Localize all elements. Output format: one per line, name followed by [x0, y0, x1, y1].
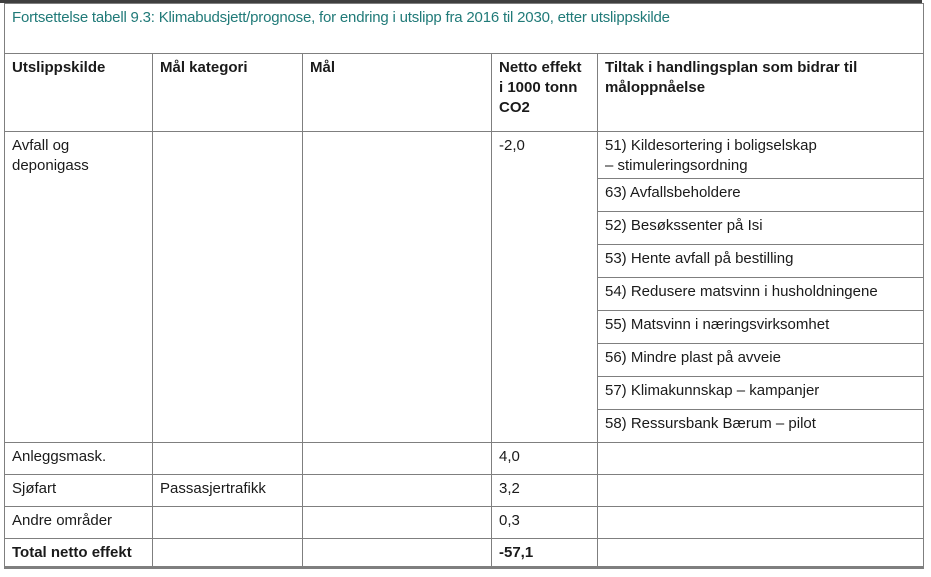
table-row-measure: 55) Matsvinn i næringsvirksomhet	[5, 309, 925, 344]
cell-category-sjofart: Passasjertrafikk	[152, 473, 303, 507]
cell-category-avfall	[152, 131, 303, 443]
cell-source-avfall: Avfall og deponigass	[4, 131, 153, 443]
cell-net-effect-andre-omrader: 0,3	[491, 505, 598, 539]
cell-measure-56: 56) Mindre plast på avveie	[596, 342, 925, 377]
cell-category-total	[152, 537, 303, 569]
table-row-sjofart: Sjøfart Passasjertrafikk 3,2	[4, 473, 925, 507]
cell-measures-sjofart	[596, 473, 925, 507]
cell-measure-53: 53) Hente avfall på bestilling	[596, 243, 925, 278]
cell-goal-anleggsmask	[302, 441, 492, 475]
cell-measure-63: 63) Avfallsbeholdere	[596, 177, 925, 212]
cell-net-effect-anleggsmask: 4,0	[491, 441, 598, 475]
table-row-total: Total netto effekt -57,1	[4, 537, 925, 569]
col-header-netto-effekt: Netto effekt i 1000 tonn CO2	[491, 53, 598, 132]
cell-measure-57: 57) Klimakunnskap – kampanjer	[596, 375, 925, 410]
cell-measure-51: 51) Kildesortering i boligselskap – stim…	[596, 131, 925, 179]
cell-measures-anleggsmask	[596, 441, 925, 475]
cell-goal-sjofart	[302, 473, 492, 507]
cell-measure-52: 52) Besøkssenter på Isi	[596, 210, 925, 245]
col-header-utslippskilde: Utslippskilde	[4, 53, 153, 132]
cell-goal-andre-omrader	[302, 505, 492, 539]
cell-goal-total	[302, 537, 492, 569]
col-header-mal: Mål	[302, 53, 492, 132]
col-header-mal-kategori: Mål kategori	[152, 53, 303, 132]
cell-category-anleggsmask	[152, 441, 303, 475]
cell-measures-total	[596, 537, 925, 569]
table-row-andre-omrader: Andre områder 0,3	[4, 505, 925, 539]
climate-budget-table: Fortsettelse tabell 9.3: Klimabudsjett/p…	[3, 3, 925, 569]
cell-source-anleggsmask: Anleggsmask.	[4, 441, 153, 475]
cell-net-effect-sjofart: 3,2	[491, 473, 598, 507]
table-row-measure: 58) Ressursbank Bærum – pilot	[5, 408, 925, 443]
cell-measure-58: 58) Ressursbank Bærum – pilot	[596, 408, 925, 443]
col-header-tiltak: Tiltak i handlingsplan som bidrar til må…	[596, 53, 925, 132]
cell-source-total: Total netto effekt	[4, 537, 153, 569]
cell-source-sjofart: Sjøfart	[4, 473, 153, 507]
cell-source-andre-omrader: Andre områder	[4, 505, 153, 539]
cell-measure-54: 54) Redusere matsvinn i husholdningene	[596, 276, 925, 311]
cell-goal-avfall	[302, 131, 492, 443]
table-title: Fortsettelse tabell 9.3: Klimabudsjett/p…	[3, 3, 925, 54]
table-row-avfall: Avfall og deponigass -2,0 51) Kildesorte…	[4, 131, 925, 443]
cell-measure-55: 55) Matsvinn i næringsvirksomhet	[596, 309, 925, 344]
table-row-measure: 52) Besøkssenter på Isi	[5, 210, 925, 245]
title-row: Fortsettelse tabell 9.3: Klimabudsjett/p…	[3, 3, 925, 54]
table-top-border	[0, 0, 922, 3]
table-row-measure: 53) Hente avfall på bestilling	[5, 243, 925, 278]
cell-net-effect-total: -57,1	[491, 537, 598, 569]
header-row: Utslippskilde Mål kategori Mål Netto eff…	[4, 53, 925, 132]
cell-net-effect-avfall: -2,0	[491, 131, 598, 443]
table-row-measure: 57) Klimakunnskap – kampanjer	[5, 375, 925, 410]
cell-category-andre-omrader	[152, 505, 303, 539]
cell-measures-andre-omrader	[596, 505, 925, 539]
table-row-anleggsmask: Anleggsmask. 4,0	[4, 441, 925, 475]
